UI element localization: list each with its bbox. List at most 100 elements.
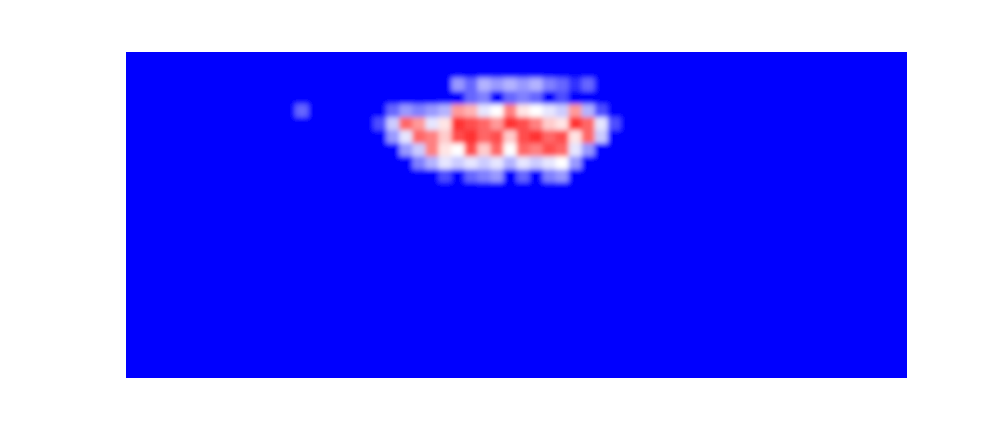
heatmap-cell xyxy=(152,104,166,118)
heatmap-cell xyxy=(477,130,491,144)
heatmap-cell xyxy=(855,91,869,105)
heatmap-cell xyxy=(699,248,713,262)
heatmap-cell xyxy=(490,52,504,66)
heatmap-cell xyxy=(152,78,166,92)
heatmap-cell xyxy=(829,156,843,170)
heatmap-cell xyxy=(517,339,531,353)
heatmap-cell xyxy=(464,261,478,275)
heatmap-cell xyxy=(139,156,153,170)
heatmap-cell xyxy=(777,195,791,209)
heatmap-cell xyxy=(425,91,439,105)
heatmap-cell xyxy=(738,52,752,66)
heatmap-cell xyxy=(308,195,322,209)
heatmap-cell xyxy=(647,195,661,209)
heatmap-cell xyxy=(282,52,296,66)
heatmap-cell xyxy=(751,313,765,327)
heatmap-cell xyxy=(556,300,570,314)
heatmap-cell xyxy=(894,352,907,366)
heatmap-cell xyxy=(477,235,491,249)
heatmap-cell xyxy=(764,65,778,79)
heatmap-cell xyxy=(543,222,557,236)
heatmap-cell xyxy=(425,130,439,144)
heatmap-cell xyxy=(894,182,907,196)
heatmap-cell xyxy=(725,235,739,249)
heatmap-cell xyxy=(503,91,517,105)
heatmap-cell xyxy=(595,248,609,262)
heatmap-cell xyxy=(386,156,400,170)
heatmap-cell xyxy=(165,300,179,314)
heatmap-cell xyxy=(829,65,843,79)
heatmap-cell xyxy=(647,365,661,378)
heatmap-cell xyxy=(894,274,907,288)
heatmap-cell xyxy=(282,248,296,262)
heatmap-cell xyxy=(829,143,843,157)
heatmap-cell xyxy=(582,248,596,262)
heatmap-cell xyxy=(126,313,140,327)
heatmap-cell xyxy=(360,52,374,66)
heatmap-cell xyxy=(738,365,752,378)
heatmap-cell xyxy=(308,326,322,340)
heatmap-cell xyxy=(269,365,283,378)
heatmap-cell xyxy=(178,248,192,262)
heatmap-cell xyxy=(451,208,465,222)
heatmap-cell xyxy=(282,313,296,327)
heatmap-cell xyxy=(868,52,882,66)
heatmap-cell xyxy=(608,300,622,314)
heatmap-cell xyxy=(451,52,465,66)
heatmap-cell xyxy=(451,104,465,118)
heatmap-cell xyxy=(334,274,348,288)
heatmap-cell xyxy=(517,78,531,92)
heatmap-cell xyxy=(347,78,361,92)
heatmap-cell xyxy=(738,222,752,236)
heatmap-cell xyxy=(321,65,335,79)
heatmap-cell xyxy=(295,352,309,366)
heatmap-cell xyxy=(282,117,296,131)
heatmap-cell xyxy=(803,52,817,66)
heatmap-cell xyxy=(699,195,713,209)
heatmap-cell xyxy=(686,365,700,378)
heatmap-cell xyxy=(660,222,674,236)
heatmap-cell xyxy=(139,117,153,131)
heatmap-cell xyxy=(764,352,778,366)
heatmap-cell xyxy=(595,326,609,340)
heatmap-cell xyxy=(699,365,713,378)
heatmap-cell xyxy=(556,222,570,236)
heatmap-cell xyxy=(412,130,426,144)
heatmap-cell xyxy=(451,261,465,275)
heatmap-cell xyxy=(751,235,765,249)
heatmap-cell xyxy=(451,365,465,378)
heatmap-cell xyxy=(842,248,856,262)
heatmap-cell xyxy=(295,339,309,353)
heatmap-cell xyxy=(868,339,882,353)
heatmap-cell xyxy=(842,326,856,340)
heatmap-cell xyxy=(738,143,752,157)
heatmap-cell xyxy=(334,169,348,183)
heatmap-cell xyxy=(517,365,531,378)
heatmap-cell xyxy=(386,326,400,340)
heatmap-cell xyxy=(582,130,596,144)
heatmap-cell xyxy=(321,235,335,249)
heatmap-cell xyxy=(881,326,895,340)
heatmap-cell xyxy=(217,182,231,196)
heatmap-cell xyxy=(412,313,426,327)
heatmap-cell xyxy=(582,313,596,327)
heatmap-cell xyxy=(686,235,700,249)
heatmap-cell xyxy=(790,169,804,183)
heatmap-cell xyxy=(347,143,361,157)
heatmap-cell xyxy=(256,365,270,378)
heatmap-cell xyxy=(790,182,804,196)
heatmap-cell xyxy=(673,156,687,170)
heatmap-cell xyxy=(881,182,895,196)
heatmap-cell xyxy=(582,104,596,118)
heatmap-cell xyxy=(243,104,257,118)
heatmap-cell xyxy=(269,117,283,131)
heatmap-cell xyxy=(347,156,361,170)
heatmap-cell xyxy=(699,65,713,79)
heatmap-cell xyxy=(178,208,192,222)
heatmap-cell xyxy=(308,339,322,353)
heatmap-cell xyxy=(204,248,218,262)
heatmap-cell xyxy=(308,274,322,288)
heatmap-cell xyxy=(673,248,687,262)
heatmap-cell xyxy=(165,208,179,222)
heatmap-cell xyxy=(490,78,504,92)
